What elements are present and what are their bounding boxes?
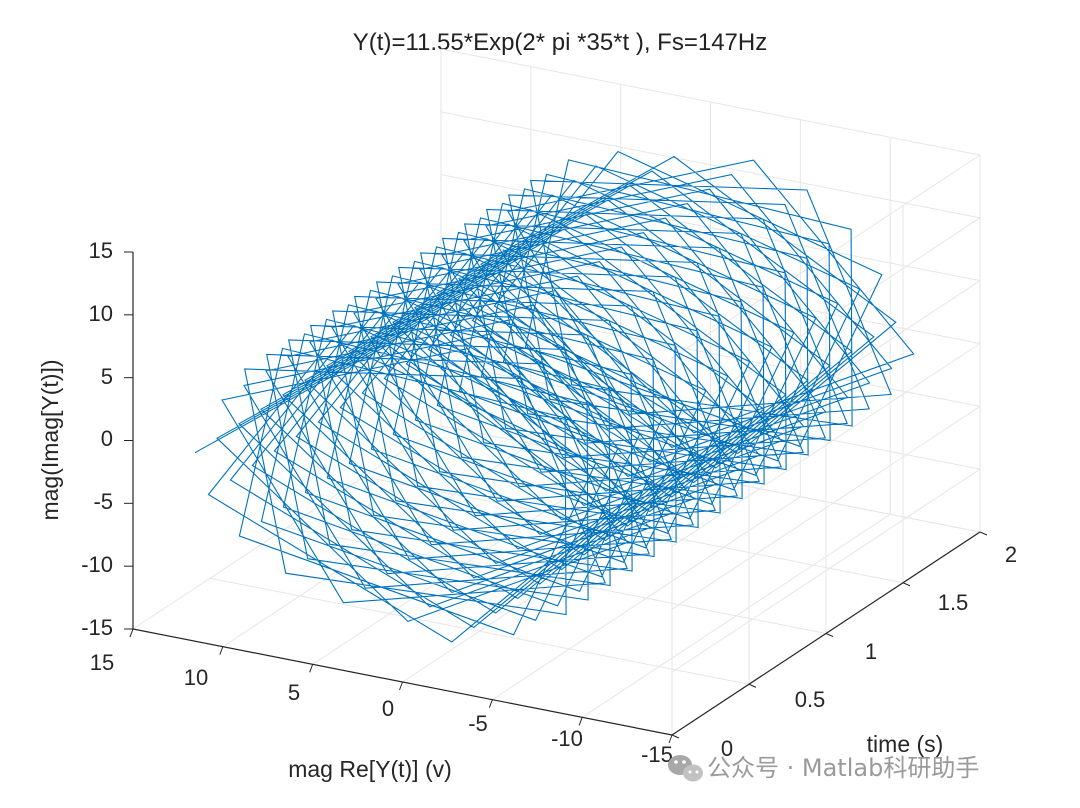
x-tick: [399, 681, 403, 691]
grid-line: [209, 577, 750, 685]
x-tick-label: 10: [184, 665, 208, 690]
z-axis-label: mag(Imag[Y(t)]): [37, 359, 63, 520]
x-tick: [309, 664, 314, 673]
grid-line: [671, 343, 981, 547]
y-tick-label: 2: [1005, 542, 1017, 567]
x-axis-label: mag Re[Y(t)] (v): [288, 756, 452, 782]
z-tick-label: 0: [101, 426, 113, 451]
y-tick-label: 0: [721, 736, 733, 761]
grid-line: [671, 468, 981, 673]
x-tick-labels: 15 10 5 0 -5 -10 -15: [90, 650, 673, 767]
grid-line: [440, 111, 981, 219]
x-tick: [578, 717, 583, 726]
z-tick-label: 10: [89, 301, 113, 326]
watermark-text: 公众号 · Matlab科研助手: [707, 754, 979, 782]
y-tick: [979, 531, 988, 536]
x-tick: [219, 646, 224, 655]
grid-line: [440, 174, 981, 282]
grid-line: [440, 48, 981, 156]
y-tick: [748, 683, 757, 688]
x-tick: [129, 628, 134, 638]
x-tick-label: 15: [90, 650, 114, 675]
x-tick-label: 5: [288, 680, 300, 705]
wechat-icon: [668, 755, 703, 782]
z-tick-label: -10: [81, 552, 113, 577]
z-tick-label: -5: [93, 489, 113, 514]
y-tick-label: 1.5: [938, 590, 969, 615]
z-tick-label: -15: [81, 615, 113, 640]
x-tick: [488, 699, 493, 708]
grid-line: [440, 362, 981, 470]
grid-line: [671, 405, 981, 610]
x-tick-label: -10: [551, 726, 583, 751]
grid-line: [286, 527, 827, 634]
z-tick-labels: 15 10 5 0 -5 -10 -15: [81, 238, 113, 640]
chart-title: Y(t)=11.55*Exp(2* pi *35*t ), Fs=147Hz: [353, 29, 767, 56]
signal-series-line: [194, 150, 915, 643]
y-tick: [902, 582, 911, 587]
x-tick-label: 0: [382, 696, 394, 721]
x-tick: [668, 734, 673, 744]
z-tick-label: 5: [101, 364, 113, 389]
y-tick: [825, 633, 834, 637]
x-tick-label: -5: [468, 711, 488, 736]
y-tick-label: 1: [865, 639, 877, 664]
z-tick-label: 15: [89, 238, 113, 263]
grid-line: [671, 217, 981, 422]
watermark: 公众号 · Matlab科研助手: [668, 754, 979, 782]
y-axis-label: time (s): [867, 731, 944, 757]
axes: [124, 251, 988, 744]
y-tick-label: 0.5: [795, 687, 826, 712]
y-tick: [671, 734, 680, 739]
x-tick-label: -15: [641, 742, 673, 767]
y-tick-labels: 0 0.5 1 1.5 2: [721, 542, 1017, 761]
